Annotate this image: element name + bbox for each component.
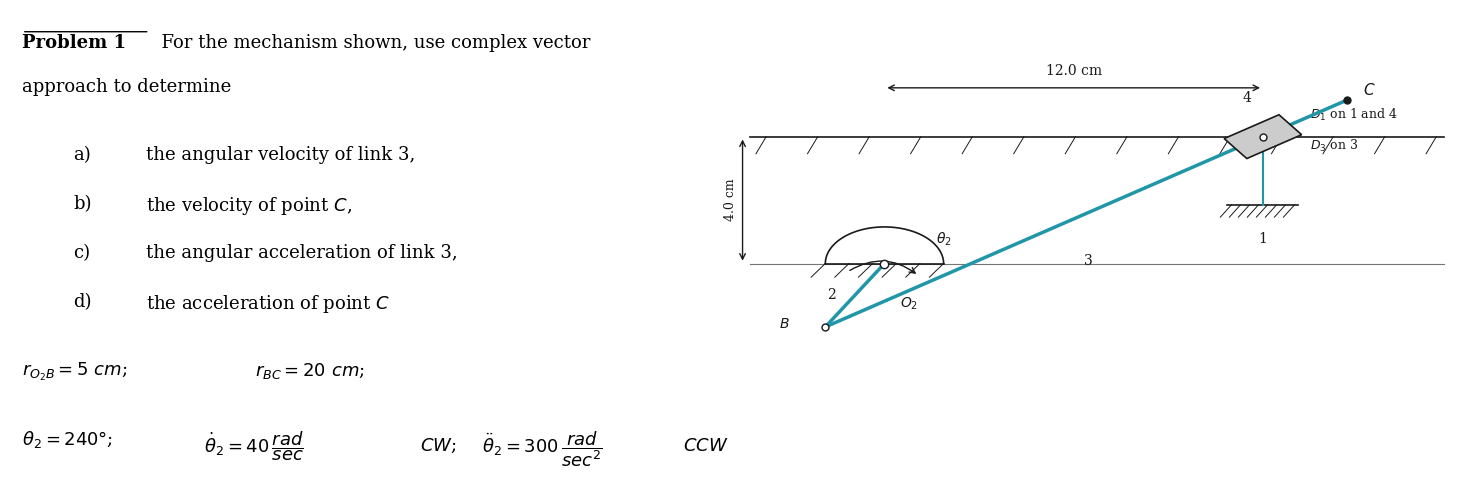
Text: $CW$;: $CW$; [420, 437, 457, 455]
Text: $D_1$ on 1 and 4: $D_1$ on 1 and 4 [1310, 107, 1399, 122]
Text: the angular acceleration of link 3,: the angular acceleration of link 3, [146, 244, 457, 262]
Text: the angular velocity of link 3,: the angular velocity of link 3, [146, 146, 415, 164]
Text: Problem 1: Problem 1 [22, 34, 126, 52]
Text: b): b) [73, 195, 92, 213]
Text: 4.0 cm: 4.0 cm [724, 179, 737, 222]
Text: the velocity of point $C$,: the velocity of point $C$, [146, 195, 352, 217]
Text: $\theta_2 = 240°$;: $\theta_2 = 240°$; [22, 429, 112, 450]
Text: $r_{BC} = 20\ cm$;: $r_{BC} = 20\ cm$; [255, 361, 365, 381]
Text: For the mechanism shown, use complex vector: For the mechanism shown, use complex vec… [149, 34, 590, 52]
Text: the acceleration of point $C$: the acceleration of point $C$ [146, 293, 390, 315]
Text: d): d) [73, 293, 92, 311]
Text: 4: 4 [1242, 91, 1251, 105]
Text: 3: 3 [1083, 254, 1092, 268]
Text: a): a) [73, 146, 91, 164]
Text: 2: 2 [828, 288, 837, 302]
Text: $CCW$: $CCW$ [683, 437, 729, 455]
Text: $C$: $C$ [1362, 81, 1375, 98]
Text: $O_2$: $O_2$ [901, 295, 918, 312]
Text: $B$: $B$ [780, 318, 790, 331]
Text: $r_{O_2B} = 5\ cm$;: $r_{O_2B} = 5\ cm$; [22, 361, 127, 383]
Text: $\theta_2$: $\theta_2$ [936, 230, 952, 248]
Text: 1: 1 [1259, 232, 1267, 246]
Text: $D_3$ on 3: $D_3$ on 3 [1310, 139, 1358, 154]
Text: c): c) [73, 244, 91, 262]
Text: $\ddot{\theta}_2 = 300\,\dfrac{rad}{sec^2}$: $\ddot{\theta}_2 = 300\,\dfrac{rad}{sec^… [482, 429, 603, 469]
Text: $\dot{\theta}_2 = 40\,\dfrac{rad}{sec}$: $\dot{\theta}_2 = 40\,\dfrac{rad}{sec}$ [204, 429, 304, 463]
Text: 12.0 cm: 12.0 cm [1045, 64, 1102, 78]
Bar [1223, 115, 1302, 159]
Text: approach to determine: approach to determine [22, 78, 231, 96]
